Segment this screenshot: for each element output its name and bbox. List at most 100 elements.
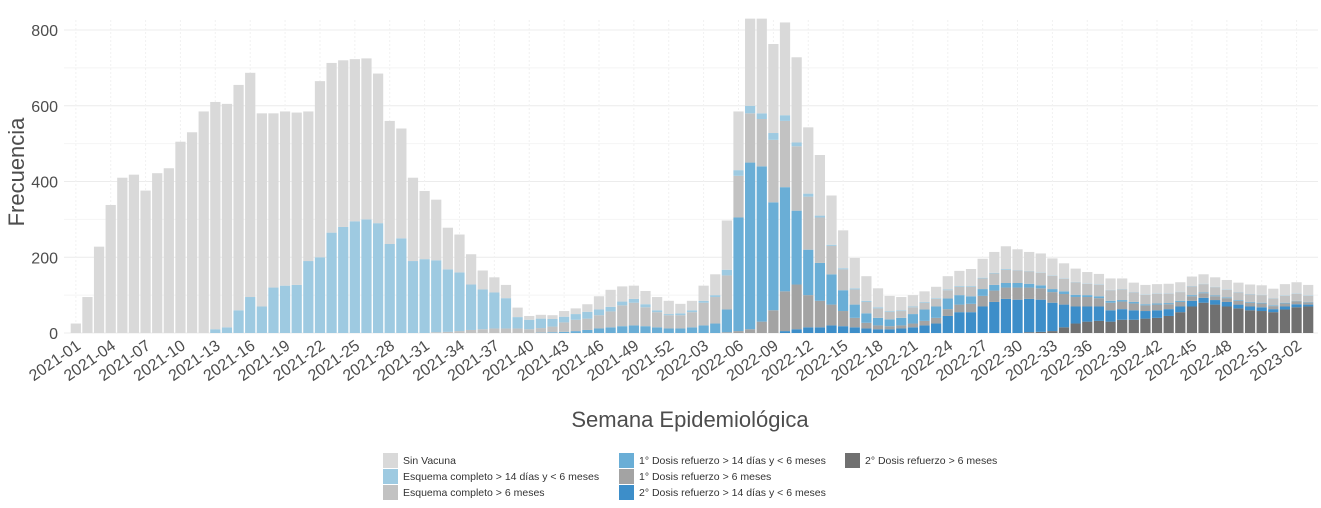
bar-segment [1175, 312, 1186, 333]
bar-segment [977, 306, 988, 333]
bar-segment [1058, 293, 1070, 305]
bar-segment [1128, 319, 1139, 333]
bar-segment [1268, 288, 1279, 299]
bar-segment [1221, 289, 1232, 298]
bar-segment [942, 298, 953, 310]
bar-segment [1163, 283, 1174, 294]
bar-segment [791, 284, 802, 330]
bar-segment [1163, 293, 1174, 304]
bar-segment [117, 177, 128, 333]
bar-segment [640, 304, 651, 308]
bar-segment [1117, 301, 1128, 310]
bar-segment [721, 275, 732, 310]
bar-segment [838, 269, 849, 291]
bar-segment [1210, 287, 1221, 296]
bar-segment [652, 312, 663, 328]
bar-segment [593, 315, 605, 329]
bar-segment [1128, 301, 1139, 304]
bar-segment [861, 328, 872, 333]
bars [70, 18, 1314, 334]
bar-segment [279, 285, 291, 333]
bar-segment [1268, 309, 1279, 313]
bar-segment [884, 329, 895, 333]
bar-segment [954, 270, 965, 287]
bar-segment [489, 277, 500, 293]
bar-segment [256, 113, 267, 307]
bar-segment [1256, 302, 1267, 304]
bar-segment [1163, 315, 1174, 333]
bar-segment [1210, 277, 1221, 287]
bar-segment [1105, 310, 1116, 322]
bar-segment [1175, 301, 1186, 307]
legend-label: 1° Dosis refuerzo > 14 días y < 6 meses [639, 455, 826, 467]
bar-segment [210, 329, 221, 333]
bar-segment [1303, 306, 1314, 333]
bar-segment [1244, 284, 1256, 294]
bar-segment [291, 112, 302, 285]
bar-segment [989, 251, 1000, 273]
bar-segment [733, 175, 744, 218]
bar-segment [814, 217, 825, 263]
bar-segment [698, 300, 709, 303]
bar-segment [477, 289, 488, 330]
bar-segment [1047, 258, 1058, 276]
bar-segment [942, 289, 953, 291]
bar-segment [849, 258, 860, 289]
bar-segment [1082, 295, 1093, 298]
bar-segment [419, 259, 430, 333]
bar-segment [907, 306, 919, 308]
bar-segment [1093, 284, 1105, 297]
bar-segment [1117, 278, 1128, 290]
bar-segment [326, 62, 337, 233]
bar-segment [338, 60, 349, 227]
bar-segment [1268, 306, 1279, 310]
bar-segment [826, 195, 837, 245]
bar-segment [303, 111, 314, 262]
bar-segment [407, 177, 419, 262]
bar-segment [779, 115, 791, 121]
bar-segment [745, 162, 756, 330]
bar-segment [954, 295, 965, 305]
bar-segment [1070, 282, 1081, 295]
bar-segment [593, 328, 605, 333]
bar-segment [338, 226, 349, 333]
bar-segment [593, 296, 605, 310]
bar-segment [861, 313, 872, 323]
bar-segment [826, 245, 837, 275]
bar-segment [1000, 298, 1012, 333]
bar-segment [919, 291, 930, 302]
bar-segment [838, 290, 849, 312]
bar-segment [1279, 284, 1291, 296]
bar-segment [314, 81, 326, 258]
bar-segment [617, 301, 628, 306]
bar-segment [570, 331, 581, 333]
bar-segment [872, 307, 884, 309]
bar-segment [1058, 304, 1070, 328]
bar-segment [245, 72, 256, 298]
bar-segment [907, 295, 919, 307]
bar-segment [779, 291, 791, 332]
bar-segment [384, 120, 395, 244]
bar-segment [768, 44, 779, 134]
bar-segment [698, 325, 709, 333]
bar-segment [512, 317, 523, 329]
bar-segment [814, 215, 825, 218]
bar-segment [559, 331, 570, 333]
bar-segment [803, 295, 814, 328]
bar-segment [1140, 294, 1151, 305]
bar-segment [814, 327, 825, 333]
bar-segment [721, 269, 732, 276]
bar-segment [1210, 300, 1221, 305]
legend-label: 2° Dosis refuerzo > 14 días y < 6 meses [639, 487, 826, 499]
bar-segment [931, 323, 942, 333]
bar-segment [907, 327, 919, 333]
y-axis-ticks: 0 200 400 600 800 [31, 23, 58, 343]
legend-item: Sin Vacuna [383, 453, 456, 468]
bar-segment [1070, 294, 1081, 298]
bar-segment [1082, 272, 1093, 284]
bar-segment [279, 111, 291, 286]
bar-segment [407, 261, 419, 333]
bar-segment [559, 322, 570, 332]
bar-segment [628, 302, 639, 326]
